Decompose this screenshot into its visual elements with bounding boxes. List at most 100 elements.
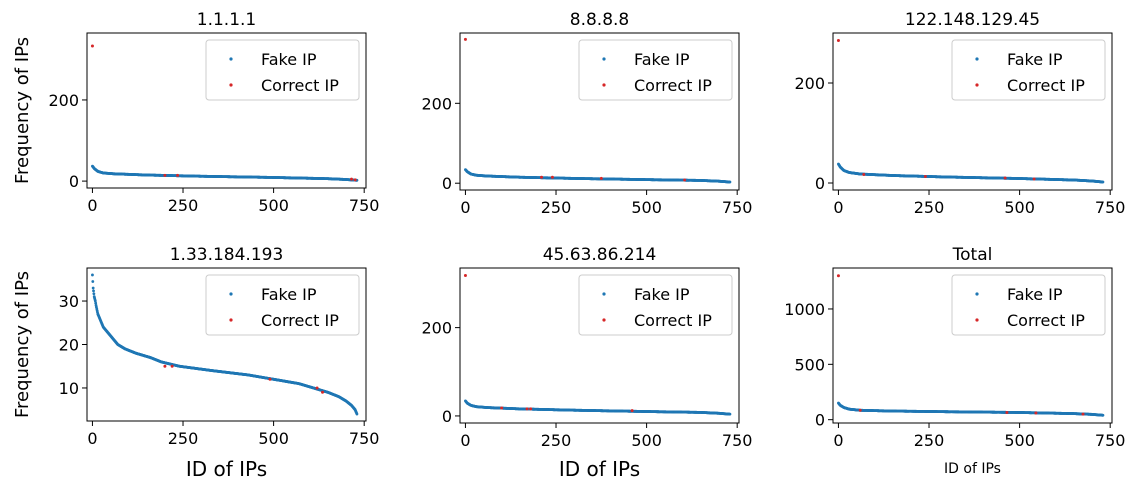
x-tick-label: 0: [460, 198, 470, 217]
legend-label-fake: Fake IP: [634, 50, 690, 69]
legend-label-correct: Correct IP: [1007, 311, 1085, 330]
legend-label-correct: Correct IP: [261, 311, 339, 330]
legend-label-correct: Correct IP: [634, 76, 712, 95]
y-tick-label: 0: [815, 411, 825, 430]
correct-ip-point: [163, 364, 167, 368]
x-axis-label: ID of IPs: [186, 457, 267, 481]
y-tick-label: 0: [442, 407, 452, 426]
correct-ip-point: [683, 178, 687, 182]
correct-ip-point: [463, 274, 467, 278]
legend-label-fake: Fake IP: [261, 285, 317, 304]
x-tick-label: 250: [168, 429, 199, 448]
axes-frame: [86, 32, 367, 189]
fake-ip-point: [1101, 413, 1105, 417]
axes-frame: [459, 32, 740, 191]
legend-marker-correct: [602, 318, 606, 322]
legend: Fake IP Correct IP: [205, 274, 360, 336]
fake-ip-series: [464, 168, 732, 184]
fake-ip-point: [1101, 180, 1105, 184]
fake-ip-point: [728, 180, 732, 184]
legend-marker-fake: [602, 57, 606, 61]
legend-label-correct: Correct IP: [634, 311, 712, 330]
correct-ip-point: [525, 407, 529, 411]
correct-ip-point: [858, 408, 862, 412]
x-tick-label: 0: [460, 431, 470, 450]
correct-ip-point: [315, 386, 319, 390]
fake-ip-point: [91, 280, 95, 283]
correct-ip-point: [550, 175, 554, 179]
legend: Fake IP Correct IP: [578, 39, 733, 101]
correct-ip-point: [1005, 410, 1009, 414]
correct-ip-series: [463, 37, 687, 182]
y-tick-label: 20: [59, 336, 79, 355]
correct-ip-point: [836, 274, 840, 278]
legend-marker-fake: [602, 292, 606, 296]
correct-ip-point: [529, 407, 533, 411]
legend-box: [205, 39, 360, 101]
x-axis-label: ID of IPs: [944, 461, 1001, 477]
legend-marker-fake: [229, 292, 233, 296]
y-axis-label: Frequency of IPs: [12, 37, 33, 184]
fake-ip-series: [464, 399, 732, 416]
correct-ip-point: [1003, 176, 1007, 180]
fake-ip-series: [837, 162, 1105, 184]
fake-ip-point: [92, 289, 95, 293]
x-tick-label: 0: [833, 431, 843, 450]
fake-ip-point: [91, 286, 95, 290]
correct-ip-point: [1034, 411, 1038, 415]
y-tick-label: 0: [815, 174, 825, 193]
x-tick-label: 500: [258, 429, 289, 448]
correct-ip-point: [599, 176, 603, 180]
x-tick-label: 250: [168, 196, 199, 215]
legend-box: [578, 39, 733, 101]
legend-marker-correct: [602, 83, 606, 87]
y-tick-label: 200: [48, 91, 79, 110]
legend-label-fake: Fake IP: [1007, 50, 1063, 69]
legend-marker-fake: [229, 57, 233, 61]
fake-ip-series: [91, 164, 359, 182]
legend: Fake IP Correct IP: [951, 274, 1106, 336]
fake-ip-point: [355, 412, 359, 416]
correct-ip-series: [163, 364, 325, 394]
legend-label-fake: Fake IP: [1007, 285, 1063, 304]
legend-marker-correct: [975, 83, 979, 87]
x-tick-label: 250: [541, 431, 572, 450]
x-axis-label: ID of IPs: [559, 457, 640, 481]
correct-ip-point: [176, 173, 180, 177]
legend-marker-correct: [229, 318, 233, 322]
x-tick-label: 750: [349, 196, 380, 215]
fake-ip-series: [837, 401, 1105, 417]
x-tick-label: 750: [722, 431, 753, 450]
correct-ip-point: [862, 173, 866, 176]
subplot-title: 8.8.8.8: [570, 10, 629, 30]
fake-ip-point: [92, 292, 96, 296]
correct-ip-point: [350, 177, 354, 181]
correct-ip-point: [90, 44, 94, 48]
legend-marker-correct: [229, 83, 233, 87]
x-tick-label: 500: [631, 431, 662, 450]
x-tick-label: 250: [914, 198, 945, 217]
y-tick-label: 1000: [784, 300, 825, 319]
subplot-title: Total: [952, 245, 993, 265]
correct-ip-point: [170, 364, 174, 368]
y-tick-label: 10: [59, 379, 79, 398]
x-tick-label: 750: [722, 198, 753, 217]
legend-marker-fake: [975, 57, 979, 61]
correct-ip-point: [923, 175, 927, 178]
fake-ip-point: [91, 273, 94, 277]
legend-marker-fake: [975, 292, 979, 296]
x-tick-label: 0: [833, 198, 843, 217]
y-axis-label: Frequency of IPs: [12, 271, 33, 418]
correct-ip-point: [1081, 412, 1085, 416]
x-tick-label: 0: [87, 196, 97, 215]
y-tick-label: 0: [69, 172, 79, 191]
x-tick-label: 500: [631, 198, 662, 217]
x-tick-label: 750: [1095, 431, 1126, 450]
